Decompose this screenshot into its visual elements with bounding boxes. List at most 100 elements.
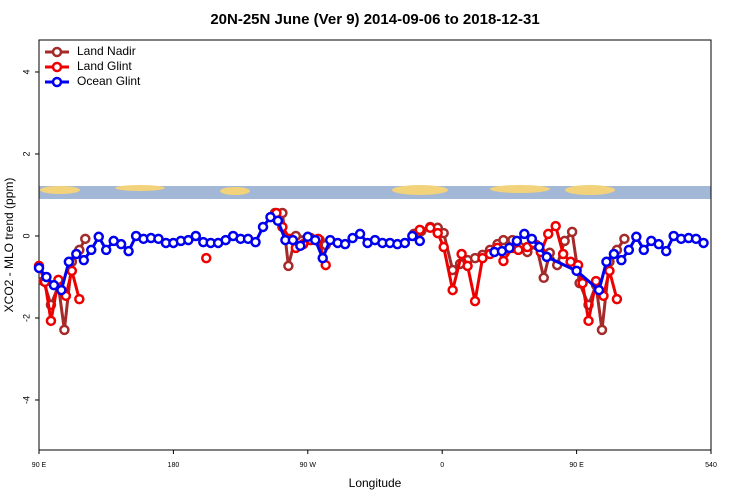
data-point	[601, 256, 612, 268]
data-point	[399, 237, 411, 249]
data-point	[86, 244, 97, 256]
data-point	[63, 256, 75, 268]
data-point	[33, 262, 45, 274]
data-point	[220, 234, 231, 246]
data-point	[250, 236, 261, 248]
data-point	[690, 233, 702, 245]
data-point	[611, 293, 623, 305]
data-point	[347, 232, 358, 244]
data-point	[74, 293, 85, 305]
data-point	[519, 228, 530, 240]
data-point	[583, 315, 594, 327]
data-point	[447, 284, 458, 296]
data-point	[56, 284, 67, 296]
data-point	[541, 251, 552, 263]
data-point	[201, 252, 212, 264]
data-point	[619, 233, 630, 245]
data-point	[287, 234, 299, 246]
x-tick-label: 180	[168, 462, 180, 469]
y-tick-label: 4	[21, 69, 31, 74]
data-point	[498, 234, 509, 246]
y-tick-label: 2	[21, 151, 31, 156]
data-point	[190, 230, 202, 242]
legend-marker	[51, 76, 63, 88]
data-point	[538, 272, 549, 284]
data-point	[550, 220, 561, 232]
data-point	[283, 260, 294, 272]
data-point	[498, 255, 509, 267]
data-point	[272, 215, 284, 227]
data-point	[534, 241, 545, 253]
data-point	[511, 235, 523, 247]
data-point	[596, 324, 608, 336]
legend-marker	[51, 61, 63, 73]
data-point	[660, 245, 672, 257]
data-point	[608, 248, 620, 260]
data-point	[566, 226, 578, 238]
data-point	[513, 244, 524, 256]
y-tick-label: -4	[21, 396, 31, 404]
data-point	[41, 271, 52, 283]
data-point	[66, 265, 78, 277]
series-line	[42, 211, 626, 331]
data-point	[115, 238, 127, 250]
data-point	[477, 252, 488, 264]
data-point	[456, 248, 467, 260]
data-point	[257, 221, 269, 233]
map-strip	[39, 185, 711, 199]
x-tick-label: 90 W	[300, 462, 317, 469]
data-point	[623, 244, 635, 256]
data-point	[123, 245, 134, 257]
data-point	[310, 234, 321, 246]
data-point	[153, 233, 164, 245]
legend-label: Land Glint	[77, 59, 132, 73]
data-point	[407, 230, 418, 242]
series-line	[37, 215, 705, 293]
data-point	[317, 252, 328, 264]
y-tick-label: 0	[21, 233, 31, 238]
data-point	[48, 279, 60, 291]
data-point	[604, 265, 615, 277]
data-point	[432, 227, 443, 239]
plot-frame	[38, 39, 712, 451]
data-point	[80, 233, 91, 245]
data-point	[414, 224, 426, 236]
y-axis-label: XCO2 - MLO trend (ppm)	[2, 178, 16, 313]
legend-label: Land Nadir	[77, 44, 136, 58]
data-point	[526, 233, 538, 245]
data-point	[45, 315, 57, 327]
data-point	[183, 234, 194, 246]
data-point	[354, 228, 366, 240]
legend-marker	[51, 46, 63, 58]
data-point	[542, 228, 554, 240]
data-point	[616, 254, 627, 266]
y-tick-label: -2	[21, 314, 31, 322]
data-point	[631, 231, 642, 243]
data-point	[59, 324, 70, 336]
data-point	[425, 222, 436, 234]
legend-label: Ocean Glint	[77, 74, 141, 88]
data-point	[438, 241, 449, 253]
data-point	[100, 244, 112, 256]
data-point	[78, 254, 90, 266]
data-point	[698, 237, 709, 249]
data-point	[653, 238, 664, 250]
x-tick-label: 0	[440, 462, 444, 469]
x-tick-label: 90 E	[569, 462, 584, 469]
data-point	[414, 235, 426, 247]
data-point	[71, 248, 82, 260]
x-tick-label: 540	[705, 462, 717, 469]
data-point	[295, 240, 306, 252]
data-point	[577, 277, 588, 289]
x-tick-label: 90 E	[32, 462, 47, 469]
data-point	[93, 231, 104, 243]
chart-title: 20N-25N June (Ver 9) 2014-09-06 to 2018-…	[210, 11, 539, 28]
data-point	[557, 248, 569, 260]
data-point	[571, 265, 582, 277]
data-point	[638, 244, 650, 256]
data-point	[593, 284, 605, 296]
data-point	[504, 242, 515, 254]
data-point	[462, 260, 473, 272]
